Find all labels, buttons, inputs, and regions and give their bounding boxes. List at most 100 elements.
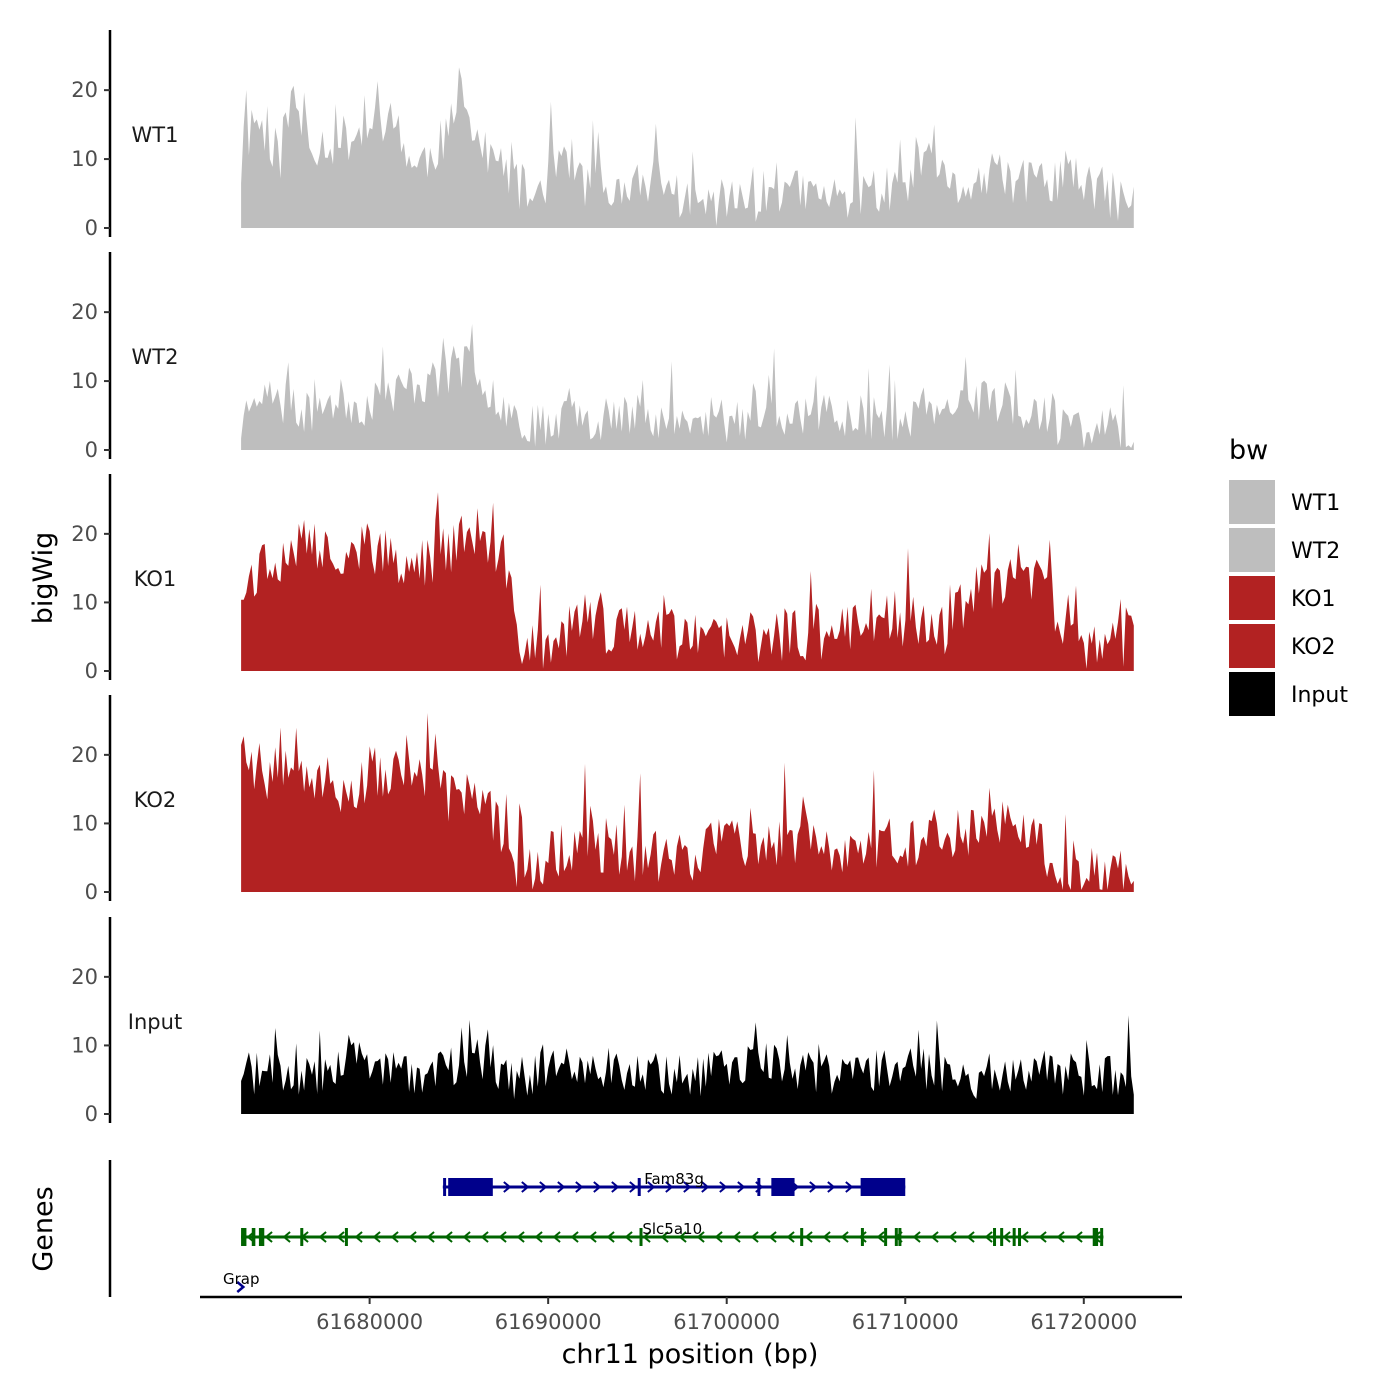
- y-tick-label: 0: [85, 216, 98, 240]
- strand-arrow: [701, 1181, 710, 1193]
- legend-swatch: [1229, 480, 1275, 524]
- panel-ko1: 0 10 20 KO1: [71, 474, 1134, 683]
- strand-arrow: [444, 1231, 453, 1243]
- gene-exon: [251, 1228, 256, 1246]
- gene-exon: [1000, 1228, 1004, 1246]
- strand-arrow: [498, 1231, 507, 1243]
- strand-arrow: [354, 1231, 363, 1243]
- panel-wt1: 0 10 20 WT1: [71, 30, 1134, 240]
- y-tick-label: 10: [71, 590, 98, 614]
- strand-arrow: [588, 1231, 597, 1243]
- x-tick-label: 61680000: [316, 1310, 423, 1334]
- y-tick-label: 20: [71, 965, 98, 989]
- y-axis-title: bigWig: [28, 532, 59, 625]
- strand-arrow: [719, 1181, 728, 1193]
- legend-entry-input: Input: [1229, 672, 1348, 716]
- panel-input: 0 10 20 Input: [71, 917, 1134, 1126]
- legend: WT1 WT2 KO1 KO2 Input: [1229, 480, 1348, 716]
- x-tick-label: 61710000: [852, 1310, 959, 1334]
- genes-track-label: Genes: [28, 1186, 59, 1271]
- strand-arrow: [593, 1181, 602, 1193]
- strand-arrow: [611, 1181, 620, 1193]
- strand-arrow: [1038, 1231, 1047, 1243]
- gene-exon: [448, 1178, 493, 1196]
- legend-label: WT1: [1291, 491, 1340, 516]
- strand-arrow: [809, 1181, 818, 1193]
- strand-arrow: [462, 1231, 471, 1243]
- strand-arrow: [786, 1231, 795, 1243]
- strand-arrow: [930, 1231, 939, 1243]
- strand-arrow: [984, 1231, 993, 1243]
- strand-arrow: [822, 1231, 831, 1243]
- legend-swatch: [1229, 528, 1275, 572]
- strand-arrow: [575, 1181, 584, 1193]
- legend-label: KO1: [1291, 587, 1336, 612]
- track-label-ko2: KO2: [134, 788, 177, 812]
- gene-exon: [898, 1228, 902, 1246]
- strand-arrow: [408, 1231, 417, 1243]
- track-label-wt1: WT1: [132, 123, 179, 147]
- y-tick-label: 0: [85, 880, 98, 904]
- gene-exon: [344, 1228, 348, 1246]
- strand-arrow: [768, 1231, 777, 1243]
- strand-arrow: [840, 1231, 849, 1243]
- gene-grap: Grap: [223, 1270, 260, 1293]
- strand-arrow: [876, 1231, 885, 1243]
- legend-swatch: [1229, 624, 1275, 668]
- legend-label: Input: [1291, 683, 1348, 708]
- y-tick-label: 10: [71, 147, 98, 171]
- legend-swatch: [1229, 576, 1275, 620]
- strand-arrow: [714, 1231, 723, 1243]
- strand-arrow: [264, 1231, 273, 1243]
- x-axis: 61680000 61690000 61700000 61710000 61720000: [200, 1295, 1182, 1334]
- gene-label: Slc5a10: [642, 1220, 702, 1238]
- legend-swatch: [1229, 672, 1275, 716]
- track-label-ko1: KO1: [134, 567, 177, 591]
- strand-arrow: [318, 1231, 327, 1243]
- legend-entry-ko1: KO1: [1229, 576, 1336, 620]
- strand-arrow: [678, 1231, 687, 1243]
- strand-arrow: [282, 1231, 291, 1243]
- strand-arrow: [570, 1231, 579, 1243]
- strand-arrow: [804, 1231, 813, 1243]
- strand-arrow: [336, 1231, 345, 1243]
- signal-area-ko1: [241, 492, 1134, 671]
- y-tick-label: 10: [71, 369, 98, 393]
- gene-exon: [300, 1228, 304, 1246]
- genes-track-panel: Fam83g Slc5a10 Grap: [108, 1160, 1104, 1297]
- strand-arrow: [606, 1231, 615, 1243]
- strand-arrow: [1020, 1231, 1029, 1243]
- y-tick-label: 20: [71, 78, 98, 102]
- strand-arrow: [516, 1231, 525, 1243]
- strand-arrow: [696, 1231, 705, 1243]
- legend-label: WT2: [1291, 539, 1340, 564]
- y-tick-label: 10: [71, 811, 98, 835]
- gene-exon: [1100, 1228, 1104, 1246]
- y-tick-label: 0: [85, 438, 98, 462]
- gene-slc5a10: Slc5a10: [241, 1220, 1104, 1246]
- gene-exon: [860, 1228, 864, 1246]
- x-axis-title: chr11 position (bp): [562, 1339, 819, 1370]
- gene-exon: [1018, 1228, 1022, 1246]
- strand-arrow: [1056, 1231, 1065, 1243]
- legend-entry-wt2: WT2: [1229, 528, 1340, 572]
- strand-arrow: [966, 1231, 975, 1243]
- strand-arrow: [858, 1231, 867, 1243]
- legend-title: bw: [1229, 435, 1268, 466]
- gene-label: Fam83g: [644, 1170, 704, 1188]
- strand-arrow: [390, 1231, 399, 1243]
- track-label-wt2: WT2: [132, 345, 179, 369]
- strand-arrow: [647, 1181, 656, 1193]
- y-tick-label: 10: [71, 1033, 98, 1057]
- gene-label: Grap: [223, 1270, 260, 1288]
- strand-arrow: [683, 1181, 692, 1193]
- gene-exon: [1092, 1228, 1099, 1246]
- gene-fam83g: Fam83g: [442, 1170, 906, 1196]
- x-tick-label: 61690000: [495, 1310, 602, 1334]
- strand-arrow: [737, 1181, 746, 1193]
- strand-arrow: [660, 1231, 669, 1243]
- panel-wt2: 0 10 20 WT2: [71, 252, 1134, 462]
- signal-area-input: [241, 1015, 1134, 1114]
- strand-arrow: [1002, 1231, 1011, 1243]
- strand-arrow: [521, 1181, 530, 1193]
